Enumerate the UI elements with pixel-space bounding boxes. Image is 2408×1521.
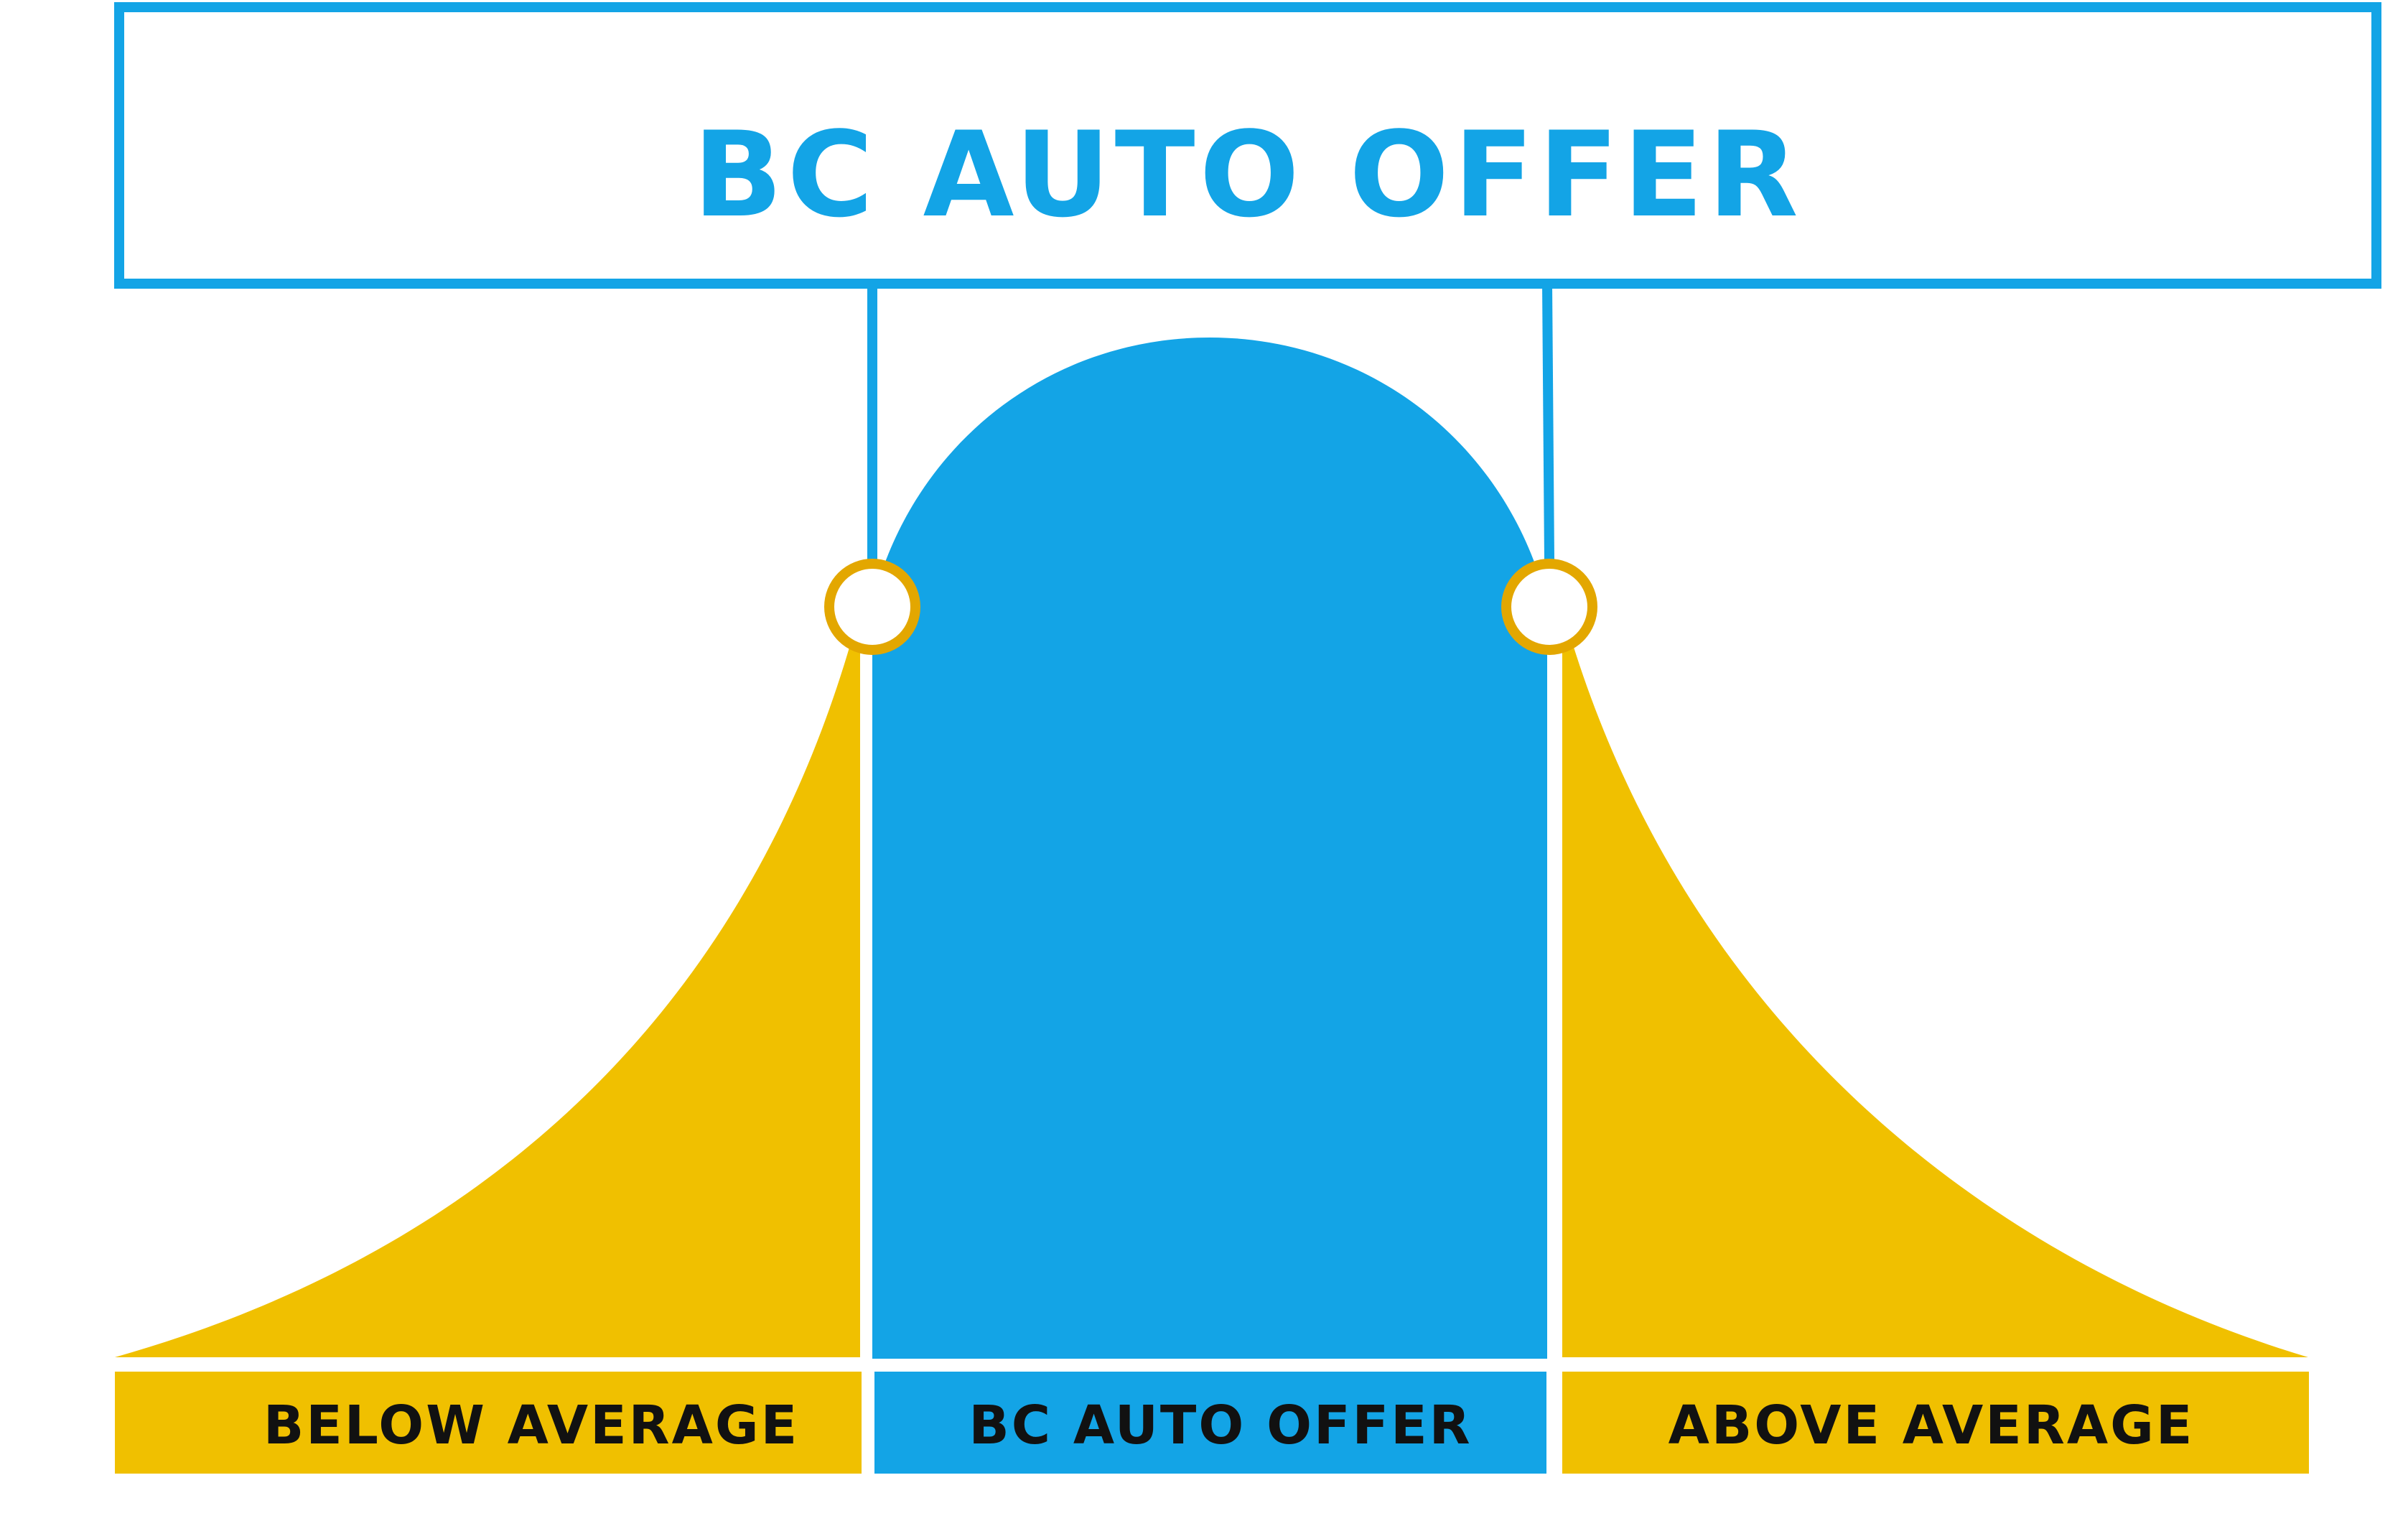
- above-average-bar: [1562, 1372, 2309, 1474]
- above-average-area: [1562, 643, 2308, 1357]
- left-threshold-marker: [824, 559, 920, 655]
- below-average-label: BELOW AVERAGE: [263, 1395, 799, 1456]
- bc-auto-offer-label: BC AUTO OFFER: [969, 1395, 1472, 1456]
- above-average-label: ABOVE AVERAGE: [1669, 1395, 2195, 1456]
- right-connector-line: [1542, 283, 1554, 561]
- right-threshold-marker: [1501, 559, 1597, 655]
- below-average-bar: [115, 1372, 862, 1474]
- bc-auto-offer-bar: [874, 1372, 1546, 1474]
- bc-auto-offer-area: [872, 338, 1547, 1361]
- below-average-area: [115, 643, 860, 1357]
- title-box: [114, 2, 2381, 289]
- title-text: BC AUTO OFFER: [693, 106, 1803, 243]
